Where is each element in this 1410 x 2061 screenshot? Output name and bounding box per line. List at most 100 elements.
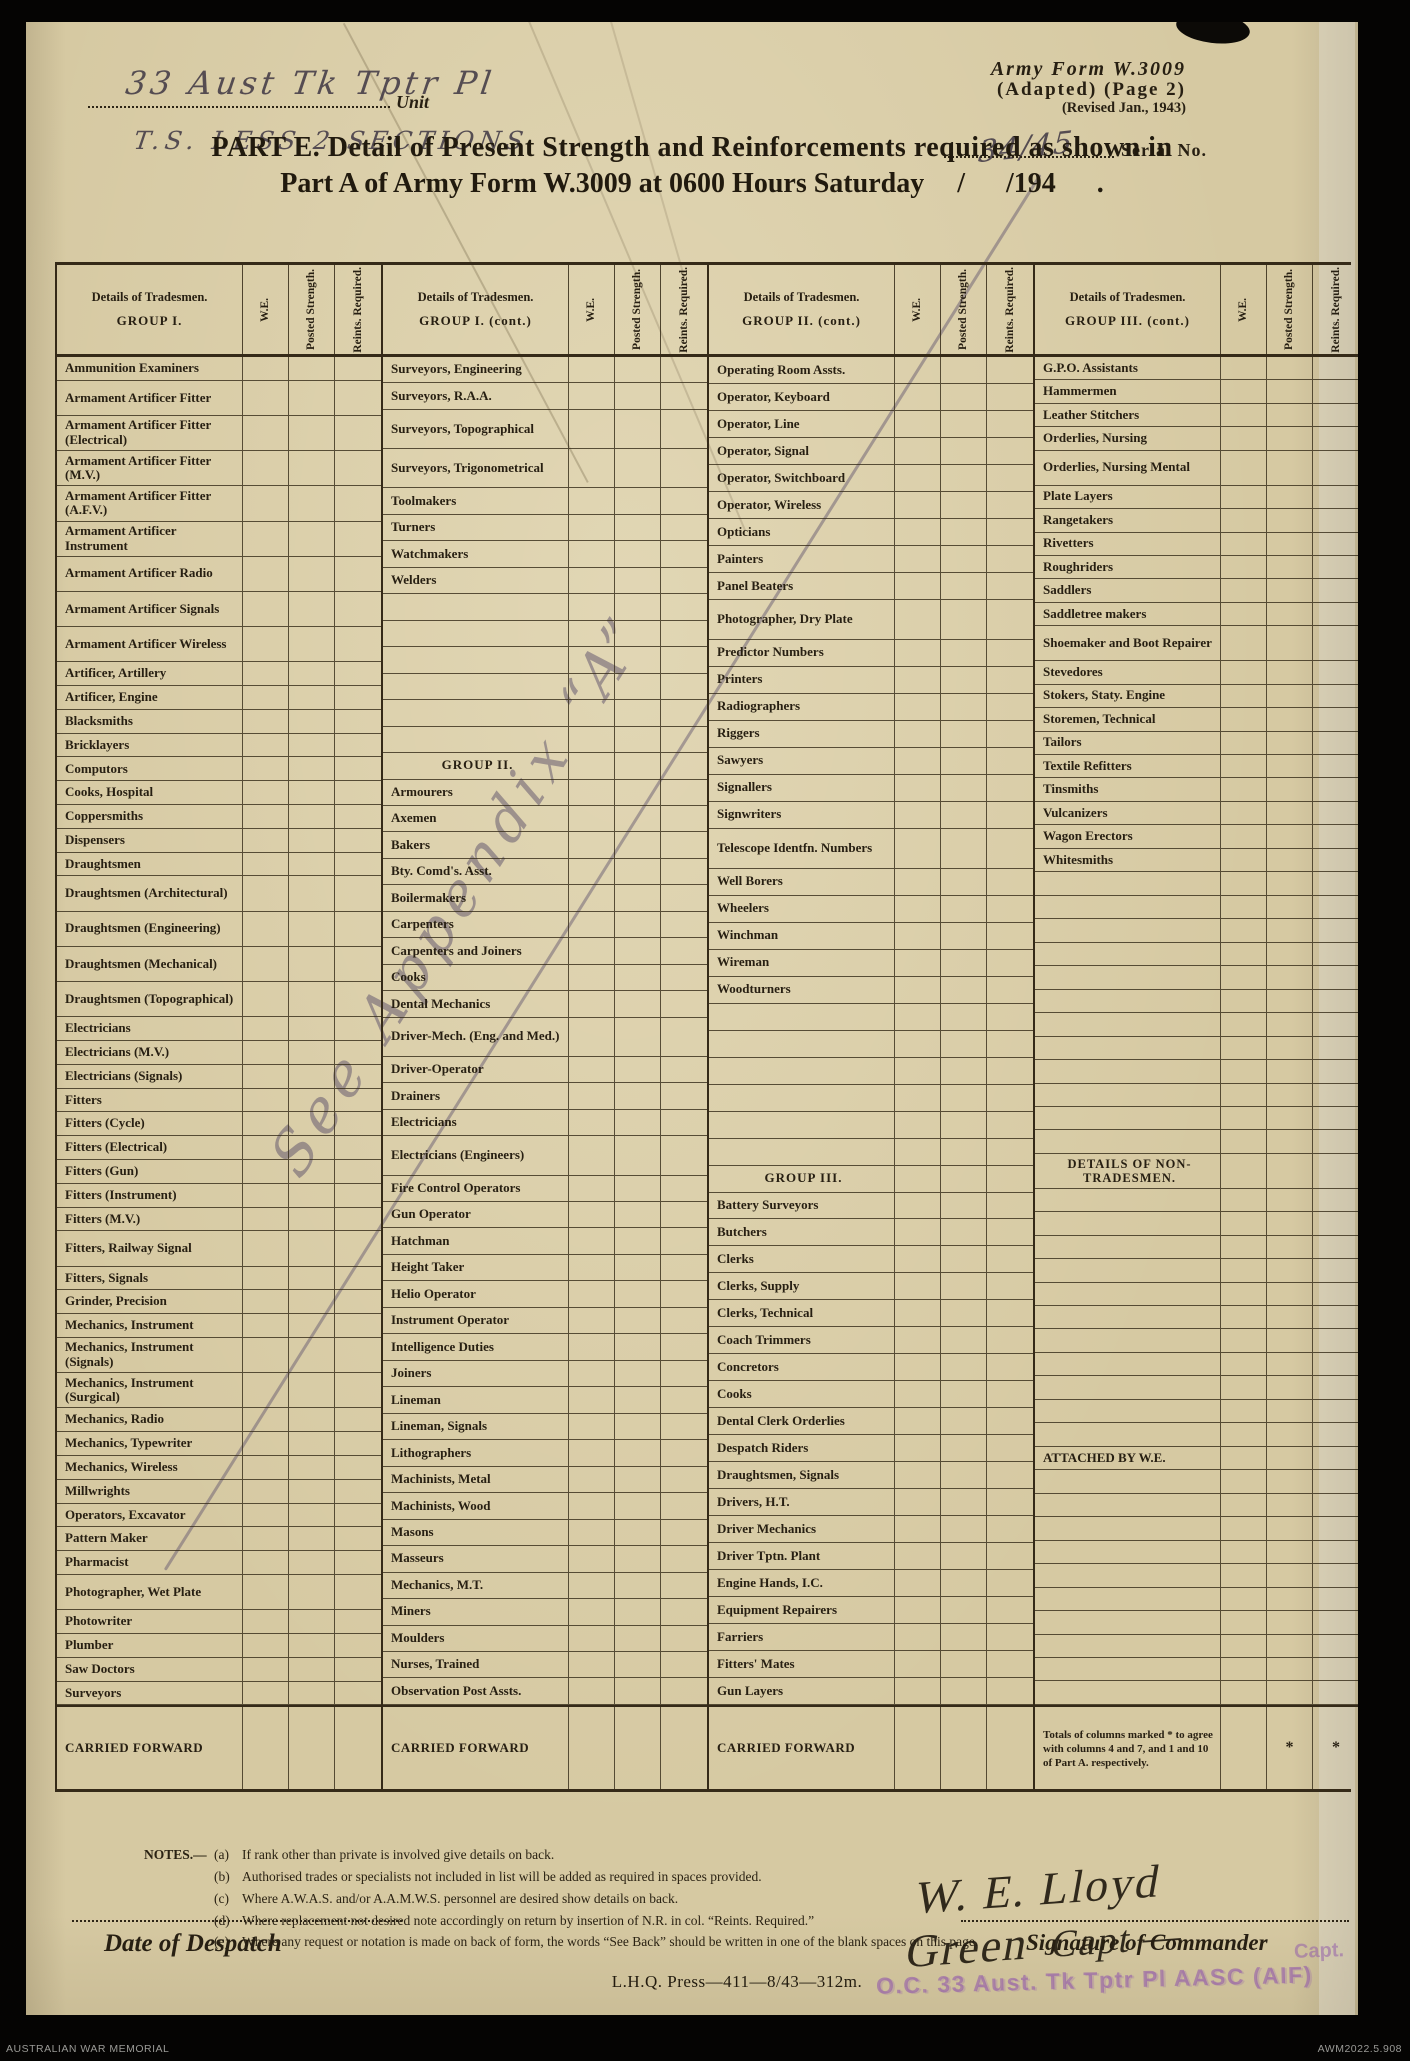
trade-label: Electricians (Signals): [57, 1064, 243, 1088]
trade-row: Cooks, Hospital: [57, 781, 381, 806]
we-cell: [569, 1466, 615, 1493]
we-cell: [895, 1030, 941, 1057]
archive-watermark-left: AUSTRALIAN WAR MEMORIAL: [6, 2043, 170, 2055]
trade-row: Masseurs: [383, 1546, 707, 1573]
trade-label: Hammermen: [1035, 380, 1221, 403]
blank-row: [383, 620, 707, 648]
posted-strength-cell: [615, 1706, 661, 1789]
trade-label: ATTACHED BY W.E.: [1035, 1446, 1221, 1470]
trade-row: Mechanics, Instrument (Surgical): [57, 1373, 381, 1409]
trade-row: Signwriters: [709, 801, 1033, 829]
reints-required-cell: [661, 991, 707, 1016]
trade-row: Dental Clerk Orderlies: [709, 1408, 1033, 1436]
trade-row: Drainers: [383, 1083, 707, 1110]
posted-strength-cell: [941, 437, 987, 464]
trade-row: Bricklayers: [57, 733, 381, 758]
posted-strength-cell: [941, 1651, 987, 1678]
reints-required-cell: [661, 1414, 707, 1439]
reints-required-cell: [1313, 1353, 1358, 1375]
reints-required-cell: [1313, 1635, 1358, 1657]
we-cell: [895, 801, 941, 828]
posted-strength-cell: [615, 1109, 661, 1136]
posted-strength-cell: [289, 1373, 335, 1408]
trade-label: Instrument Operator: [383, 1307, 569, 1334]
trade-label: Orderlies, Nursing: [1035, 427, 1221, 450]
form-title-date: / /194 .: [957, 168, 1104, 199]
trade-row: Wagon Erectors: [1035, 825, 1358, 849]
posted-strength-cell: [1267, 919, 1313, 942]
we-cell: [569, 1202, 615, 1228]
blank-row: [1035, 1259, 1358, 1283]
reints-required-cell: [335, 1432, 381, 1455]
trade-label: Woodturners: [709, 976, 895, 1003]
posted-strength-cell: [615, 911, 661, 938]
trade-label: Panel Beaters: [709, 572, 895, 599]
note-line: (b) Authorised trades or specialists not …: [144, 1866, 1274, 1888]
reints-required-cell: [1313, 1130, 1358, 1152]
posted-strength-cell: [289, 662, 335, 686]
trade-row: Pharmacist: [57, 1551, 381, 1575]
we-cell: [1221, 579, 1267, 602]
reints-required-cell: [661, 1493, 707, 1518]
reints-required-cell: [1313, 451, 1358, 485]
reints-required-cell: [987, 694, 1033, 720]
posted-strength-cell: [289, 876, 335, 911]
form-title-line2: Part A of Army Form W.3009 at 0600 Hours…: [26, 168, 1358, 200]
we-cell: [895, 1597, 941, 1624]
blank-row: [1035, 1423, 1358, 1447]
posted-strength-cell: [615, 991, 661, 1017]
posted-strength-cell: [289, 1408, 335, 1432]
we-cell: [243, 556, 289, 591]
trade-row: Operating Room Assts.: [709, 357, 1033, 384]
trade-label: Operators, Excavator: [57, 1503, 243, 1527]
blank-row: [1035, 1188, 1358, 1213]
reints-required-cell: [987, 721, 1033, 747]
blank-label-cell: [1035, 895, 1221, 919]
trade-label: Operating Room Assts.: [709, 357, 895, 383]
trade-row: Engine Hands, I.C.: [709, 1570, 1033, 1598]
vertical-column-header-text: W.E.: [911, 297, 924, 322]
posted-strength-cell: [941, 1624, 987, 1651]
we-cell: [1221, 942, 1267, 966]
blank-label-cell: [1035, 1188, 1221, 1212]
reints-required-cell: [1313, 533, 1358, 555]
trade-label: Grinder, Precision: [57, 1290, 243, 1314]
reints-required-cell: [987, 573, 1033, 599]
posted-strength-cell: [615, 726, 661, 753]
we-column-header: W.E.: [895, 265, 941, 354]
reints-required-cell: [987, 1651, 1033, 1677]
trade-row: Armament Artificer Instrument: [57, 521, 381, 557]
reints-required-cell: [661, 753, 707, 778]
we-cell: [895, 410, 941, 437]
we-cell: [895, 383, 941, 410]
reints-required-cell: [1313, 1681, 1358, 1703]
we-cell: [895, 545, 941, 572]
trade-row: Opticians: [709, 518, 1033, 546]
trade-row: Leather Stitchers: [1035, 403, 1358, 428]
reints-required-cell: [335, 781, 381, 804]
we-cell: [569, 409, 615, 449]
reints-required-cell: [1313, 1212, 1358, 1234]
we-cell: [243, 1503, 289, 1527]
posted-strength-cell: [941, 599, 987, 639]
we-cell: [895, 1057, 941, 1084]
we-cell: [569, 1109, 615, 1136]
reints-required-cell: [661, 1678, 707, 1703]
trade-label: Draughtsmen: [57, 852, 243, 876]
trade-row: Armament Artificer Wireless: [57, 627, 381, 663]
we-cell: [1221, 357, 1267, 380]
trade-label: Sawyers: [709, 747, 895, 774]
reints-required-cell: [1313, 556, 1358, 578]
blank-row: [1035, 1681, 1358, 1705]
posted-strength-cell: [941, 357, 987, 383]
blank-label-cell: [383, 647, 569, 673]
notes-lead: NOTES.—: [144, 1847, 207, 1862]
trade-label: Mechanics, Typewriter: [57, 1432, 243, 1455]
blank-label-cell: [1035, 1235, 1221, 1259]
we-cell: [569, 1440, 615, 1466]
table-section: Details of Tradesmen. GROUP I. (cont.) W.E…: [381, 265, 707, 1789]
we-cell: [1221, 380, 1267, 403]
trade-label: Clerks: [709, 1246, 895, 1273]
posted-strength-cell: [289, 627, 335, 662]
reints-required-cell: [335, 1184, 381, 1207]
